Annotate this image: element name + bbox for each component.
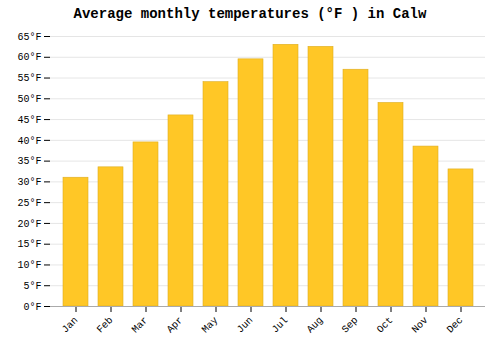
svg-text:40°F: 40°F (17, 136, 41, 147)
svg-text:10°F: 10°F (17, 260, 41, 271)
svg-text:Mar: Mar (130, 315, 151, 336)
svg-text:Nov: Nov (410, 315, 431, 336)
svg-text:Jan: Jan (60, 315, 81, 336)
svg-text:Jun: Jun (235, 315, 256, 336)
svg-text:5°F: 5°F (23, 281, 41, 292)
svg-text:Feb: Feb (95, 315, 116, 336)
svg-text:60°F: 60°F (17, 52, 41, 63)
svg-text:30°F: 30°F (17, 177, 41, 188)
svg-text:Sep: Sep (340, 315, 361, 336)
svg-text:May: May (200, 315, 221, 336)
svg-text:Jul: Jul (270, 315, 291, 336)
svg-text:20°F: 20°F (17, 219, 41, 230)
svg-text:15°F: 15°F (17, 239, 41, 250)
svg-text:Oct: Oct (375, 315, 396, 336)
svg-text:50°F: 50°F (17, 94, 41, 105)
svg-text:Apr: Apr (165, 315, 186, 336)
svg-text:35°F: 35°F (17, 156, 41, 167)
html-text:Average monthly temperatures (: Average monthly temperatures (°F ) in Ca… (73, 6, 427, 22)
svg-text:45°F: 45°F (17, 115, 41, 126)
svg-text:55°F: 55°F (17, 73, 41, 84)
svg-text:Aug: Aug (305, 315, 326, 336)
svg-text:65°F: 65°F (17, 32, 41, 43)
svg-text:25°F: 25°F (17, 198, 41, 209)
svg-text:0°F: 0°F (23, 302, 41, 313)
svg-text:Dec: Dec (445, 315, 466, 336)
